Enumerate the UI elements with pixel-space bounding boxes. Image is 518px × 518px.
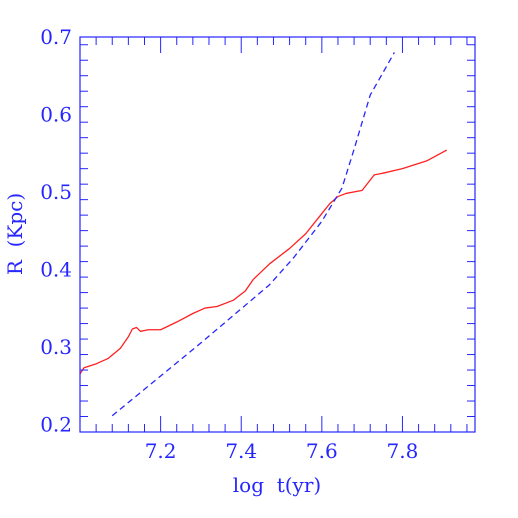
plot-frame — [79, 36, 476, 433]
y-tick-label-5: 0.7 — [40, 25, 72, 49]
x-tick-label-0: 7.2 — [145, 439, 177, 463]
y-tick-label-0: 0.2 — [40, 412, 72, 436]
y-tick-labels: 0.2 0.3 0.4 0.5 0.6 0.7 — [40, 25, 72, 436]
series-layer — [79, 52, 448, 417]
x-tick-label-1: 7.4 — [225, 439, 257, 463]
y-axis-title: R (Kpc) — [3, 193, 27, 275]
x-tick-label-3: 7.8 — [387, 439, 419, 463]
solid-series-line — [79, 149, 448, 375]
x-tick-labels: 7.2 7.4 7.6 7.8 — [145, 439, 419, 463]
x-tick-label-2: 7.6 — [306, 439, 338, 463]
y-tick-label-4: 0.6 — [40, 102, 72, 126]
y-tick-label-1: 0.3 — [40, 335, 72, 359]
y-tick-label-3: 0.5 — [40, 180, 72, 204]
y-tick-label-2: 0.4 — [40, 257, 72, 281]
ticks-layer — [79, 37, 475, 433]
x-axis-title: log t(yr) — [233, 473, 321, 497]
dashed-series-line — [111, 52, 395, 417]
